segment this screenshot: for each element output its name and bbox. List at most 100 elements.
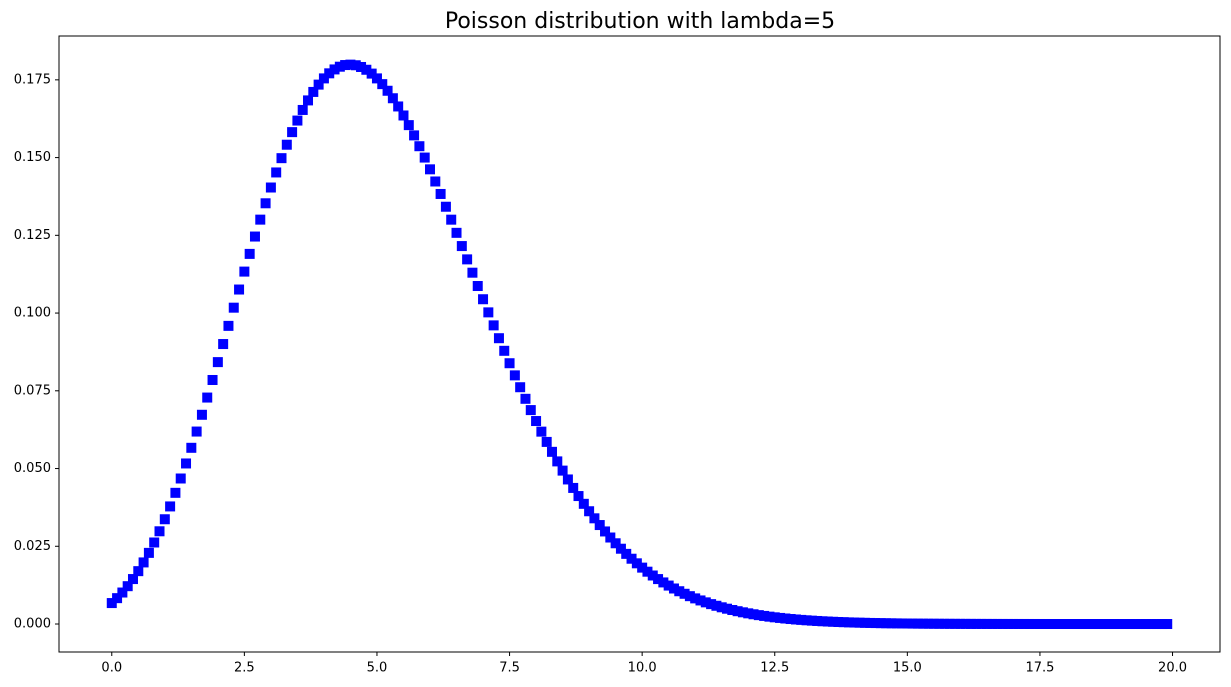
point bbox=[589, 513, 600, 524]
point bbox=[340, 60, 351, 71]
y-tick-label: 0.050 bbox=[14, 461, 51, 476]
point bbox=[600, 526, 611, 537]
point bbox=[425, 164, 436, 175]
point bbox=[992, 618, 1003, 629]
point bbox=[175, 473, 186, 484]
point bbox=[759, 610, 770, 621]
point bbox=[276, 153, 287, 164]
point bbox=[637, 562, 648, 573]
point bbox=[260, 198, 271, 209]
point bbox=[653, 574, 664, 585]
point bbox=[361, 64, 372, 75]
point bbox=[1013, 618, 1024, 629]
y-tick-label: 0.100 bbox=[14, 306, 51, 321]
point bbox=[833, 617, 844, 628]
point bbox=[674, 586, 685, 597]
x-tick-label: 5.0 bbox=[367, 661, 388, 676]
point bbox=[743, 608, 754, 619]
point bbox=[838, 617, 849, 628]
point bbox=[631, 558, 642, 569]
point bbox=[324, 68, 335, 79]
point bbox=[997, 618, 1008, 629]
point bbox=[1098, 619, 1109, 630]
point bbox=[472, 281, 483, 292]
point bbox=[753, 610, 764, 621]
y-tick-label: 0.075 bbox=[14, 383, 51, 398]
point bbox=[1034, 618, 1045, 629]
point bbox=[865, 617, 876, 628]
point bbox=[1135, 619, 1146, 630]
point bbox=[902, 618, 913, 629]
point bbox=[647, 570, 658, 581]
point bbox=[944, 618, 955, 629]
point bbox=[329, 64, 340, 75]
point bbox=[202, 392, 213, 403]
point bbox=[716, 602, 727, 613]
point bbox=[398, 110, 409, 121]
point bbox=[483, 307, 494, 318]
point bbox=[122, 581, 133, 592]
point bbox=[923, 618, 934, 629]
point bbox=[722, 603, 733, 614]
point bbox=[292, 115, 303, 126]
point bbox=[796, 614, 807, 625]
point bbox=[775, 612, 786, 623]
point bbox=[1162, 619, 1173, 630]
point bbox=[212, 357, 223, 368]
point bbox=[1151, 619, 1162, 630]
point bbox=[504, 358, 515, 369]
point bbox=[573, 491, 584, 502]
point bbox=[377, 79, 388, 90]
point bbox=[345, 59, 356, 70]
point bbox=[531, 416, 542, 427]
point bbox=[578, 498, 589, 509]
point bbox=[960, 618, 971, 629]
point bbox=[159, 514, 170, 525]
point bbox=[546, 446, 557, 457]
point bbox=[106, 598, 117, 609]
plot-frame bbox=[58, 35, 1221, 653]
point bbox=[1019, 618, 1030, 629]
point bbox=[907, 618, 918, 629]
point bbox=[1077, 619, 1088, 630]
y-tick-label: 0.025 bbox=[14, 539, 51, 554]
point bbox=[127, 574, 138, 585]
point bbox=[265, 182, 276, 193]
point bbox=[934, 618, 945, 629]
point bbox=[875, 618, 886, 629]
point bbox=[897, 618, 908, 629]
point bbox=[971, 618, 982, 629]
point bbox=[626, 553, 637, 564]
point bbox=[1146, 619, 1157, 630]
point bbox=[748, 609, 759, 620]
point bbox=[828, 616, 839, 627]
point bbox=[806, 615, 817, 626]
point bbox=[218, 339, 229, 350]
point bbox=[478, 294, 489, 305]
point bbox=[981, 618, 992, 629]
point bbox=[812, 615, 823, 626]
point bbox=[446, 214, 457, 225]
point bbox=[138, 557, 149, 568]
point bbox=[520, 393, 531, 404]
point bbox=[764, 611, 775, 622]
point bbox=[955, 618, 966, 629]
point bbox=[1103, 619, 1114, 630]
point bbox=[1109, 619, 1120, 630]
point bbox=[387, 93, 398, 104]
point bbox=[541, 436, 552, 447]
point bbox=[1029, 618, 1040, 629]
point bbox=[154, 526, 165, 537]
point bbox=[509, 370, 520, 381]
point bbox=[133, 566, 144, 577]
point bbox=[615, 543, 626, 554]
point bbox=[870, 618, 881, 629]
point bbox=[976, 618, 987, 629]
point bbox=[1003, 618, 1014, 629]
point bbox=[1066, 619, 1077, 630]
point bbox=[143, 547, 154, 558]
point bbox=[409, 130, 420, 141]
point bbox=[488, 320, 499, 331]
point bbox=[886, 618, 897, 629]
point bbox=[499, 345, 510, 356]
